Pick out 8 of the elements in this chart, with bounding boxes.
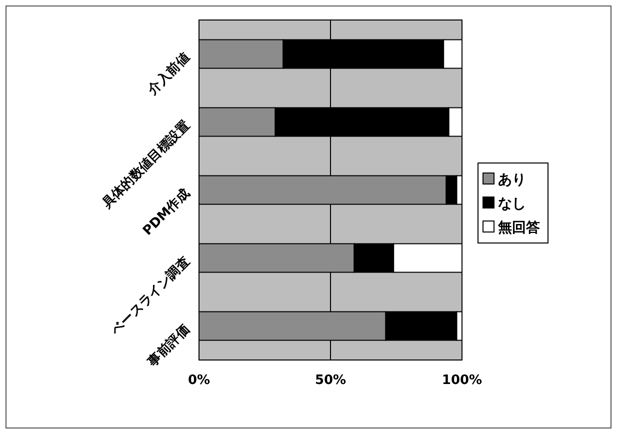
legend-label: あり <box>498 172 526 188</box>
x-tick-label: 100% <box>442 373 482 388</box>
y-tick-label: 事前評価 <box>144 322 193 370</box>
x-tick-label: 50% <box>314 373 346 388</box>
legend-label: なし <box>498 196 526 212</box>
legend-label: 無回答 <box>497 220 540 236</box>
x-tick-label: 0% <box>188 373 210 388</box>
y-tick-label: 介入前値 <box>144 50 193 98</box>
